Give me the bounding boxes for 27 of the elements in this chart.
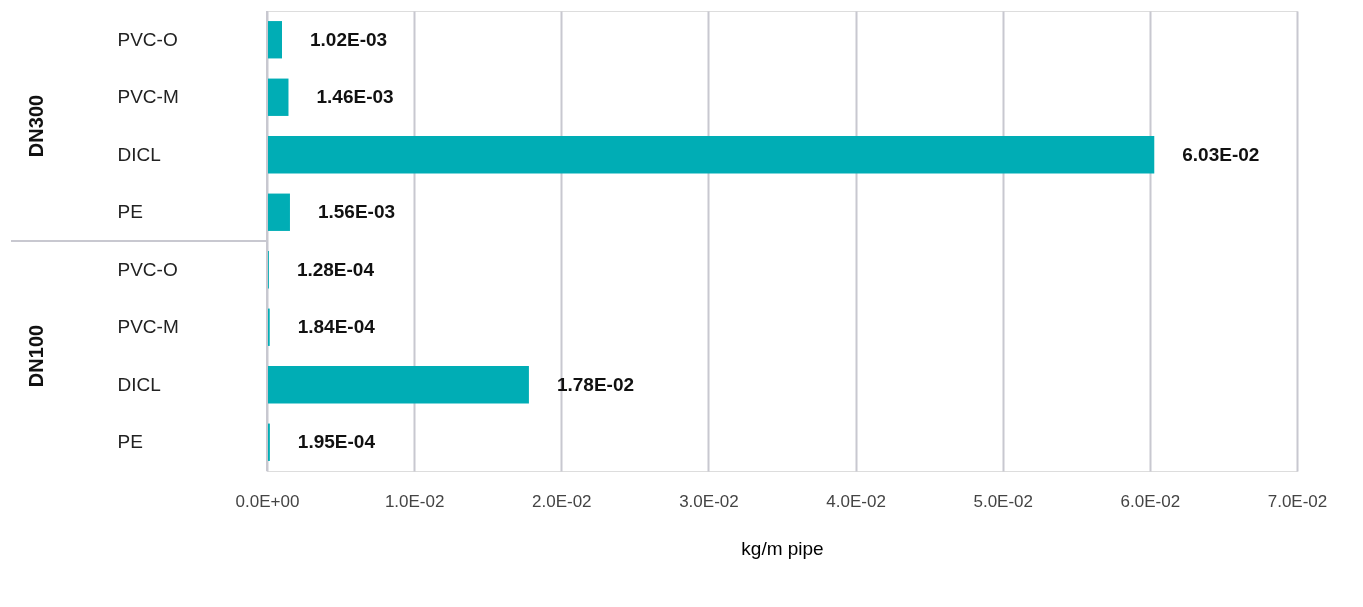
y-tick-label: PVC-O — [117, 258, 178, 280]
y-tick-label: PVC-M — [117, 316, 179, 338]
text: DN100 — [25, 324, 47, 388]
data-label: 1.56E-03 — [317, 201, 396, 223]
data-label: 1.02E-03 — [310, 28, 388, 50]
data-label: 1.28E-04 — [296, 258, 375, 280]
x-tick-label: 0.0E+00 — [235, 491, 300, 511]
data-label: 1.78E-02 — [556, 373, 635, 395]
x-tick-label: 3.0E-02 — [679, 491, 739, 511]
x-tick-label: 5.0E-02 — [973, 491, 1033, 511]
data-label: 1.46E-03 — [316, 86, 394, 108]
text: DN300 — [25, 94, 47, 158]
x-tick-label: 1.0E-02 — [384, 491, 445, 511]
y-tick-label: DICL — [117, 373, 161, 395]
data-label: 1.95E-04 — [297, 431, 376, 453]
y-tick-label: PVC-M — [117, 86, 179, 108]
x-tick-label: 6.0E-02 — [1120, 491, 1181, 511]
x-axis-title: kg/m pipe — [741, 537, 824, 559]
y-tick-label: DICL — [117, 143, 161, 165]
x-tick-label: 7.0E-02 — [1267, 491, 1328, 511]
x-tick-label: 2.0E-02 — [532, 491, 592, 511]
x-tick-label: 4.0E-02 — [826, 491, 886, 511]
data-label: 6.03E-02 — [1182, 143, 1260, 165]
y-tick-label: PE — [117, 431, 143, 453]
y-tick-label: PE — [117, 201, 143, 223]
y-tick-label: PVC-O — [117, 28, 178, 50]
data-label: 1.84E-04 — [297, 316, 376, 338]
